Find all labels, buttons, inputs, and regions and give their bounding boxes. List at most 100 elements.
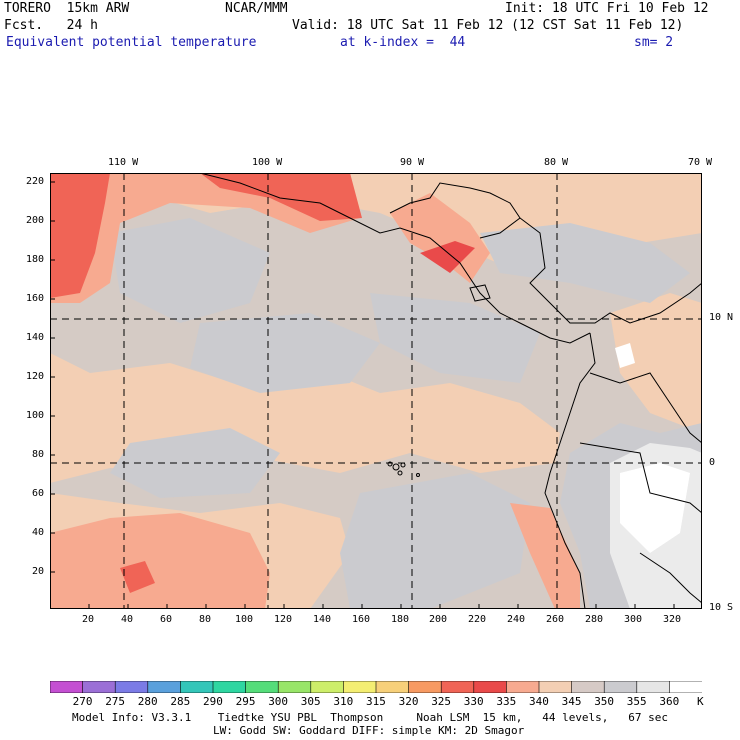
frame-ticks — [50, 181, 675, 609]
x-label-40: 40 — [121, 614, 134, 625]
colorbar-swatch — [603, 681, 638, 693]
colorbar-swatch — [636, 681, 671, 693]
x-label-300: 300 — [624, 614, 643, 625]
lon-label-100w: 100 W — [252, 157, 283, 168]
lat-label-0: 0 — [709, 457, 716, 468]
field-salmon-peru-coast — [510, 503, 580, 609]
y-label-80: 80 — [32, 449, 45, 460]
forecast-hour: Fcst. 24 h — [4, 18, 98, 33]
island-1 — [387, 461, 393, 467]
lat-label-10s: 10 S — [709, 602, 734, 613]
coastline-south-america-border — [589, 372, 702, 444]
y-label-220: 220 — [26, 176, 45, 187]
field-gray-east — [370, 293, 540, 383]
colorbar-swatch — [212, 681, 247, 693]
colorbar-label: 310 — [333, 695, 354, 708]
init-time: Init: 18 UTC Fri 10 Feb 12 — [505, 1, 709, 16]
x-label-20: 20 — [82, 614, 95, 625]
colorbar-swatch — [343, 681, 377, 693]
field-gray-center — [190, 313, 380, 393]
y-label-20: 20 — [32, 566, 45, 577]
colorbar — [50, 681, 702, 693]
coastline-caribbean — [519, 217, 702, 324]
colorbar-swatch — [147, 681, 182, 693]
lon-label-110w: 110 W — [108, 157, 139, 168]
colorbar-swatch — [669, 681, 702, 693]
colorbar-label: 345 — [561, 695, 582, 708]
x-label-260: 260 — [546, 614, 565, 625]
colorbar-label: 335 — [496, 695, 517, 708]
grid-lines — [50, 173, 702, 609]
field-white-amazon — [620, 463, 690, 553]
field-red-guatemala — [420, 241, 475, 273]
colorbar-label: 330 — [463, 695, 484, 708]
x-label-80: 80 — [199, 614, 212, 625]
colorbar-swatch — [375, 681, 410, 693]
colorbar-swatch — [180, 681, 214, 693]
lat-label-10n: 10 N — [709, 312, 734, 323]
y-label-200: 200 — [26, 215, 45, 226]
colorbar-swatch — [82, 681, 116, 693]
x-label-280: 280 — [585, 614, 604, 625]
colorbar-label: 285 — [170, 695, 191, 708]
model-title: TORERO 15km ARW — [4, 1, 130, 16]
lon-label-90w: 90 W — [400, 157, 425, 168]
colorbar-swatch — [408, 681, 443, 693]
field-white-patch — [615, 343, 635, 368]
colorbar-label: 280 — [137, 695, 158, 708]
colorbar-swatch — [440, 681, 475, 693]
colorbar-swatch — [114, 681, 149, 693]
y-label-40: 40 — [32, 527, 45, 538]
level-index: at k-index = 44 — [340, 35, 466, 50]
x-label-200: 200 — [429, 614, 448, 625]
x-label-100: 100 — [235, 614, 254, 625]
x-label-160: 160 — [352, 614, 371, 625]
x-label-120: 120 — [274, 614, 293, 625]
colorbar-swatch — [506, 681, 540, 693]
model-physics: LW: Godd SW: Goddard DIFF: simple KM: 2D… — [213, 724, 525, 737]
x-label-140: 140 — [313, 614, 332, 625]
colorbar-swatch — [538, 681, 573, 693]
colorbar-unit: K — [697, 695, 704, 708]
y-label-120: 120 — [26, 371, 45, 382]
colorbar-swatch — [277, 681, 312, 693]
colorbar-label: 340 — [529, 695, 549, 708]
island-5 — [416, 473, 420, 477]
field-peach-east — [610, 293, 702, 433]
coastline-nicaragua-lake — [469, 284, 491, 302]
island-2 — [392, 463, 400, 471]
lon-label-80w: 80 W — [544, 157, 569, 168]
y-label-180: 180 — [26, 254, 45, 265]
x-label-320: 320 — [663, 614, 682, 625]
colorbar-label: 315 — [366, 695, 386, 708]
colorbar-label: 290 — [203, 695, 223, 708]
colorbar-label: 360 — [659, 695, 680, 708]
colorbar-label: 275 — [105, 695, 126, 708]
x-label-220: 220 — [468, 614, 487, 625]
x-label-60: 60 — [160, 614, 173, 625]
y-label-60: 60 — [32, 488, 45, 499]
field-gray-northeast — [480, 223, 690, 303]
colorbar-swatch — [50, 681, 84, 693]
field-red-north-coast — [200, 173, 362, 221]
smoothing: sm= 2 — [634, 35, 674, 50]
colorbar-swatch — [245, 681, 280, 693]
field-salmon-central-america — [390, 193, 490, 283]
model-info: Model Info: V3.3.1 Tiedtke YSU PBL Thomp… — [72, 711, 669, 724]
y-label-160: 160 — [26, 293, 45, 304]
coastline-yucatan — [389, 182, 521, 239]
colorbar-label: 300 — [268, 695, 289, 708]
coastline-mexico — [199, 173, 591, 344]
theta-e-map — [50, 173, 702, 609]
field-red-southwest-spot — [120, 561, 155, 593]
organization: NCAR/MMM — [225, 1, 288, 16]
x-label-240: 240 — [507, 614, 526, 625]
colorbar-label: 350 — [594, 695, 615, 708]
y-label-100: 100 — [26, 410, 45, 421]
x-label-180: 180 — [391, 614, 410, 625]
map-frame — [50, 173, 702, 609]
colorbar-label: 355 — [626, 695, 647, 708]
lon-label-70w: 70 W — [688, 157, 713, 168]
colorbar-swatch — [310, 681, 345, 693]
colorbar-swatch — [473, 681, 508, 693]
